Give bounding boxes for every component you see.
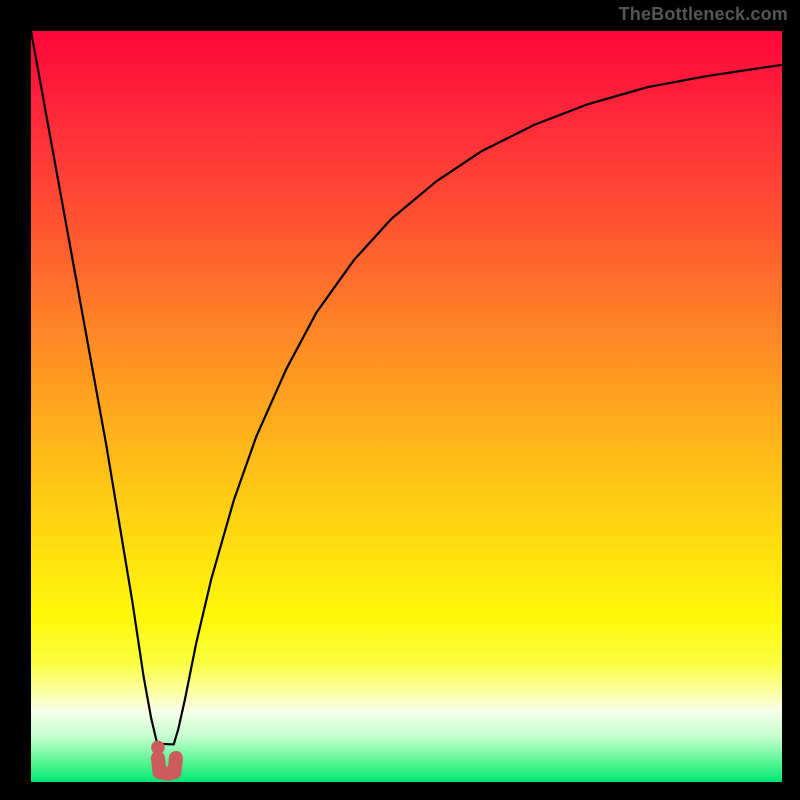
plot-area <box>31 31 782 782</box>
chart-container: TheBottleneck.com <box>0 0 800 800</box>
attribution-label: TheBottleneck.com <box>619 4 788 25</box>
minimum-marker-dot <box>151 741 165 755</box>
gradient-background <box>31 31 782 782</box>
